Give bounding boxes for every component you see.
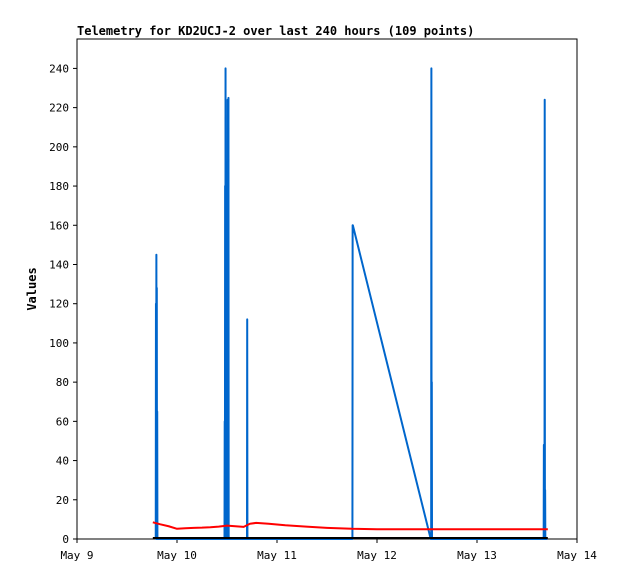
x-tick-label: May 10 xyxy=(157,549,197,562)
y-tick-label: 80 xyxy=(56,376,69,389)
series-line-1 xyxy=(154,67,548,540)
y-axis-label: Values xyxy=(25,267,39,310)
x-tick-label: May 12 xyxy=(357,549,397,562)
series-layer xyxy=(152,67,548,540)
y-tick-label: 200 xyxy=(49,141,69,154)
y-tick-label: 20 xyxy=(56,494,69,507)
series-line-2 xyxy=(152,521,548,531)
y-tick-label: 120 xyxy=(49,298,69,311)
plot-frame xyxy=(76,38,578,540)
y-axis: 0 20 40 60 80 100 120 140 160 180 200 220 240 xyxy=(49,62,77,546)
x-axis: May 9 May 10 May 11 May 12 May 13 May 14 xyxy=(60,539,597,562)
x-tick-label: May 14 xyxy=(557,549,597,562)
y-tick-label: 140 xyxy=(49,258,69,271)
y-tick-label: 100 xyxy=(49,337,69,350)
y-tick-label: 60 xyxy=(56,415,69,428)
y-tick-label: 0 xyxy=(62,533,69,546)
y-tick-label: 240 xyxy=(49,62,69,75)
x-tick-label: May 13 xyxy=(457,549,497,562)
y-tick-label: 220 xyxy=(49,102,69,115)
y-tick-label: 160 xyxy=(49,219,69,232)
x-tick-label: May 9 xyxy=(60,549,93,562)
y-tick-label: 180 xyxy=(49,180,69,193)
x-tick-label: May 11 xyxy=(257,549,297,562)
chart-title: Telemetry for KD2UCJ-2 over last 240 hou… xyxy=(77,24,474,38)
y-tick-label: 40 xyxy=(56,455,69,468)
